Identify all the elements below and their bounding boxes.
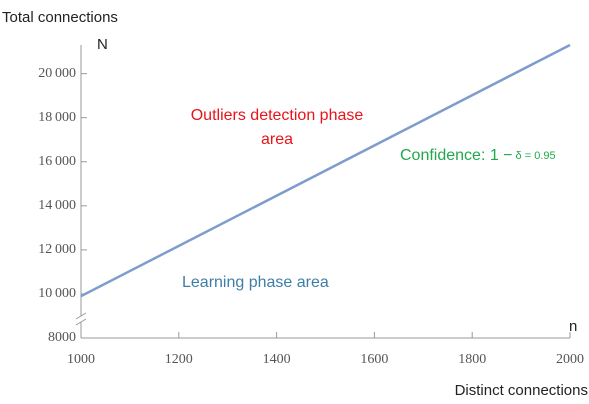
data-line bbox=[80, 43, 571, 298]
x-tick-label: 1400 bbox=[263, 352, 291, 367]
axis-break bbox=[75, 312, 87, 320]
annotation: Confidence: 1 − δ = 0.95 bbox=[400, 147, 556, 164]
y-tick-label: 10 000 bbox=[38, 286, 76, 301]
y-tick-label: 16 000 bbox=[38, 154, 76, 169]
x-tick-label: 2000 bbox=[556, 352, 584, 367]
x-tick-label: 1800 bbox=[458, 352, 486, 367]
axis-break bbox=[75, 318, 87, 326]
annotation: area bbox=[261, 131, 293, 148]
y-tick-label: 12 000 bbox=[38, 242, 76, 257]
y-tick-label: 14 000 bbox=[38, 198, 76, 213]
y-axis-label: Total connections bbox=[2, 9, 118, 26]
annotation-text: Confidence: 1 − bbox=[400, 147, 513, 164]
annotation: Outliers detection phase bbox=[191, 107, 364, 124]
y-axis-symbol: N bbox=[97, 36, 108, 53]
x-axis-symbol: n bbox=[569, 318, 577, 335]
x-tick-label: 1200 bbox=[165, 352, 193, 367]
x-axis-label: Distinct connections bbox=[455, 382, 588, 399]
x-tick-label: 1600 bbox=[360, 352, 388, 367]
annotation-text: δ = 0.95 bbox=[516, 150, 556, 162]
x-tick-label: 1000 bbox=[67, 352, 95, 367]
y-tick-label: 20 000 bbox=[38, 66, 76, 81]
y-tick-label: 18 000 bbox=[38, 110, 76, 125]
annotation: Learning phase area bbox=[182, 274, 329, 291]
y-tick-label: 8000 bbox=[48, 330, 76, 345]
